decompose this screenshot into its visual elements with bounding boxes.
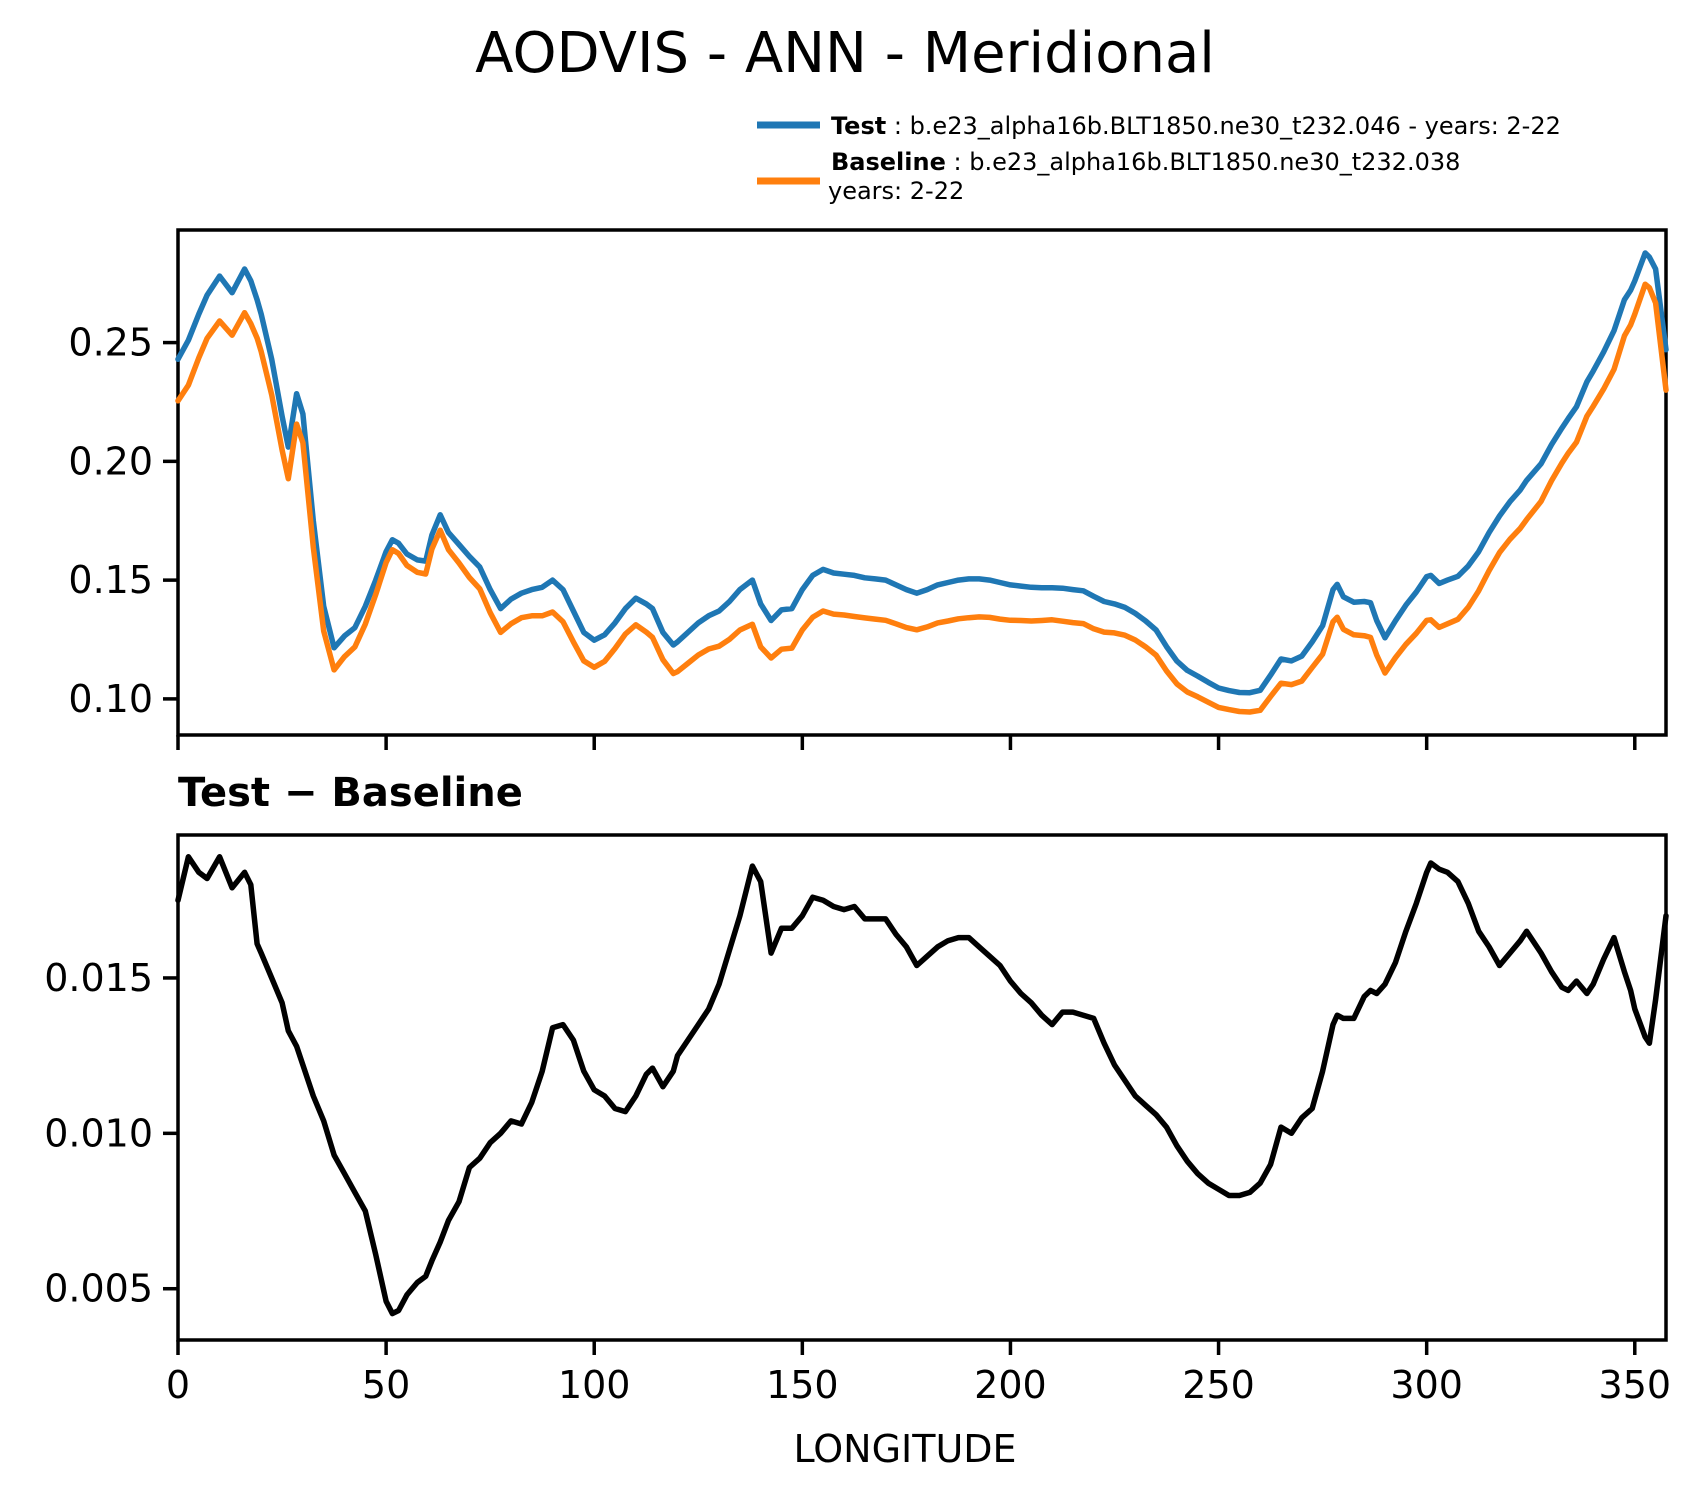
test-line bbox=[175, 250, 1669, 696]
axes-frame bbox=[176, 228, 1668, 737]
bottom-panel: 0 50 100 150 200 250 300 350 0.005 0.010 0.015 bbox=[44, 833, 1672, 1407]
y-tick-label: 0.010 bbox=[44, 1111, 153, 1155]
y-tick-label: 0.25 bbox=[68, 321, 153, 365]
legend-baseline-label: Baseline bbox=[831, 148, 946, 176]
legend-baseline-years: years: 2-22 bbox=[828, 177, 964, 205]
x-tick-label: 50 bbox=[362, 1363, 410, 1407]
baseline-line bbox=[175, 281, 1669, 715]
x-tick-label: 0 bbox=[166, 1363, 190, 1407]
y-tick-label: 0.005 bbox=[44, 1267, 153, 1311]
legend-baseline-sep: : bbox=[946, 148, 969, 176]
x-axis-label: LONGITUDE bbox=[793, 1427, 1016, 1471]
diff-line bbox=[175, 854, 1669, 1317]
x-tick-label: 300 bbox=[1390, 1363, 1463, 1407]
x-tick-label: 150 bbox=[766, 1363, 839, 1407]
axes-frame bbox=[176, 833, 1668, 1342]
y-tick-label: 0.10 bbox=[68, 677, 153, 721]
legend-baseline-entry: Baseline : b.e23_alpha16b.BLT1850.ne30_t… bbox=[831, 148, 1460, 176]
legend: Test : b.e23_alpha16b.BLT1850.ne30_t232.… bbox=[757, 112, 1561, 205]
diff-panel-title: Test − Baseline bbox=[178, 770, 523, 816]
y-tick-label: 0.015 bbox=[44, 956, 153, 1000]
legend-test-entry: Test : b.e23_alpha16b.BLT1850.ne30_t232.… bbox=[831, 112, 1561, 140]
legend-test-label: Test bbox=[831, 112, 886, 140]
x-tick-label: 200 bbox=[974, 1363, 1047, 1407]
legend-test-desc: b.e23_alpha16b.BLT1850.ne30_t232.046 - y… bbox=[910, 112, 1561, 140]
x-tick-label: 350 bbox=[1599, 1363, 1672, 1407]
page-title: AODVIS - ANN - Meridional bbox=[475, 21, 1215, 86]
legend-test-sep: : bbox=[886, 112, 909, 140]
y-tick-label: 0.20 bbox=[68, 439, 153, 483]
y-tick-label: 0.15 bbox=[68, 558, 153, 602]
x-tick-label: 250 bbox=[1182, 1363, 1255, 1407]
x-tick-label: 100 bbox=[558, 1363, 631, 1407]
legend-baseline-desc: b.e23_alpha16b.BLT1850.ne30_t232.038 bbox=[969, 148, 1460, 176]
top-panel: 0.10 0.15 0.20 0.25 bbox=[68, 228, 1669, 750]
